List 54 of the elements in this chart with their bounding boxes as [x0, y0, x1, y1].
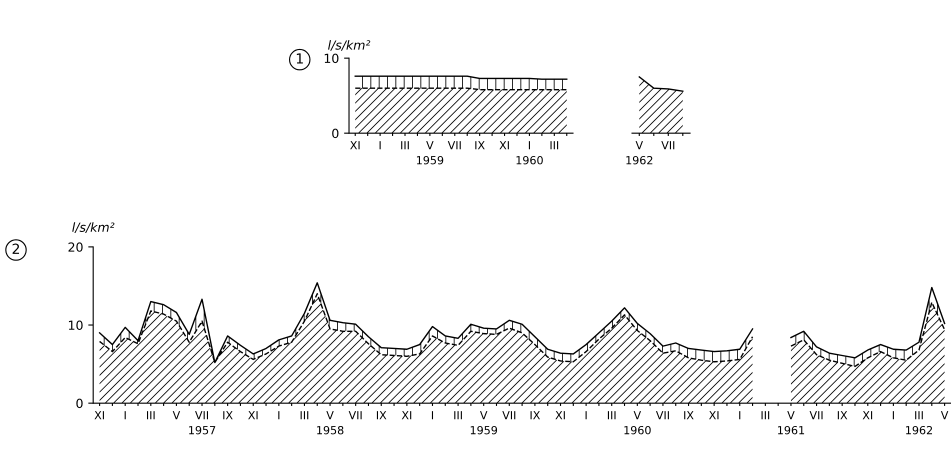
- x-tick-label: XI: [499, 141, 509, 150]
- x-tick-label: IX: [684, 411, 694, 420]
- y-tick-label: 0: [76, 398, 83, 408]
- x-tick-label: IX: [376, 411, 386, 420]
- x-tick-label: III: [762, 411, 770, 420]
- x-tick-label: XI: [248, 411, 258, 420]
- x-tick-label: XI: [709, 411, 718, 420]
- chart-title: 2: [12, 244, 20, 254]
- x-tick-label: V 1958: [317, 411, 344, 434]
- x-tick-label: IX: [223, 411, 233, 420]
- x-tick-label: XI: [350, 141, 360, 150]
- y-tick-label: 10: [324, 54, 338, 64]
- x-tick-label: V 1962: [626, 141, 652, 164]
- x-tick-label: III: [608, 411, 616, 420]
- x-tick-label: V 1959: [470, 411, 498, 434]
- x-tick-label: VII: [810, 411, 823, 420]
- x-tick-label: VII: [661, 141, 674, 150]
- x-tick-label: III 1962: [906, 411, 932, 434]
- x-tick-label: I: [739, 411, 740, 420]
- x-tick-label: III: [300, 411, 308, 420]
- x-tick-label: VII: [348, 411, 362, 420]
- x-tick-label: III: [454, 411, 462, 420]
- y-tick-label: 20: [68, 242, 83, 252]
- x-tick-label: XI: [862, 411, 872, 420]
- x-tick-label: XI: [555, 411, 565, 420]
- x-tick-label: I: [380, 141, 381, 150]
- x-tick-label: V 1961: [778, 411, 804, 434]
- x-tick-label: IX: [838, 411, 848, 420]
- y-axis-title: l/s/km²: [328, 40, 370, 51]
- chart-title: 1: [296, 53, 303, 64]
- y-tick-label: 0: [332, 128, 338, 138]
- x-tick-label: VII 1957: [189, 411, 216, 434]
- x-tick-label: VII: [448, 141, 461, 150]
- x-tick-label: V: [172, 411, 180, 420]
- x-tick-label: I: [432, 411, 434, 420]
- x-tick-label: I: [278, 411, 280, 420]
- y-tick-label: 10: [68, 320, 83, 330]
- x-tick-label: IX: [530, 411, 540, 420]
- x-tick-label: XI: [402, 411, 412, 420]
- x-tick-label: V 1960: [624, 411, 651, 434]
- x-tick-label: VII: [656, 411, 669, 420]
- x-tick-label: I: [124, 411, 126, 420]
- y-axis-title: l/s/km²: [72, 222, 114, 233]
- x-tick-label: I: [892, 411, 894, 420]
- x-tick-label: V: [940, 411, 948, 420]
- x-tick-label: V 1959: [416, 141, 444, 164]
- x-tick-label: III: [401, 141, 409, 150]
- x-tick-label: III: [146, 411, 155, 420]
- x-tick-label: VII: [502, 411, 516, 420]
- x-tick-label: III: [550, 141, 558, 150]
- x-tick-label: XI: [94, 411, 104, 420]
- x-tick-label: I: [586, 411, 587, 420]
- x-tick-label: IX: [475, 141, 485, 150]
- x-tick-label: I 1960: [516, 141, 543, 164]
